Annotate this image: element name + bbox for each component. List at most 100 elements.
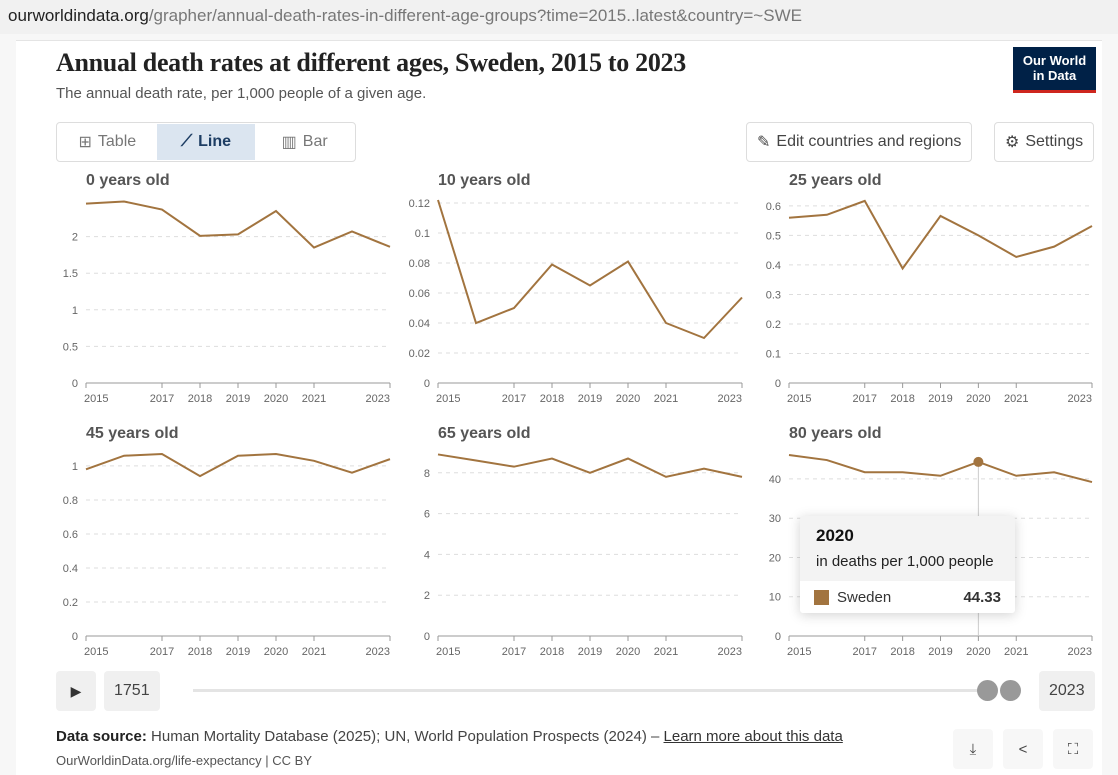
- x-tick-label: 2023: [366, 646, 390, 658]
- x-tick-label: 2018: [188, 393, 212, 405]
- x-tick-label: 2020: [264, 646, 288, 658]
- chart-subtitle: The annual death rate, per 1,000 people …: [56, 85, 427, 102]
- y-tick-label: 1.5: [63, 268, 78, 280]
- pencil-icon: ✎: [757, 134, 771, 151]
- tooltip: 2020 in deaths per 1,000 people Sweden 44…: [800, 516, 1015, 613]
- x-tick-label: 2020: [264, 393, 288, 405]
- x-tick-label: 2015: [787, 646, 811, 658]
- y-tick-label: 2: [424, 590, 430, 602]
- y-tick-label: 0: [424, 631, 430, 643]
- fullscreen-icon: ⛶: [1067, 740, 1079, 758]
- page-title: Annual death rates at different ages, Sw…: [56, 48, 686, 77]
- share-button[interactable]: <: [1003, 729, 1043, 769]
- x-tick-label: 2023: [1068, 646, 1092, 658]
- y-tick-label: 0.06: [409, 288, 430, 300]
- x-tick-label: 2021: [1004, 393, 1028, 405]
- x-tick-label: 2019: [578, 646, 602, 658]
- settings-button[interactable]: ⚙ Settings: [994, 122, 1095, 162]
- data-point: [973, 456, 984, 467]
- x-tick-label: 2019: [928, 646, 952, 658]
- x-tick-label: 2017: [502, 646, 526, 658]
- timeline-end-label[interactable]: 2023: [1039, 671, 1095, 711]
- timeline-start-label[interactable]: 1751: [104, 671, 160, 711]
- y-tick-label: 40: [769, 474, 781, 486]
- legend-swatch: [814, 589, 829, 605]
- x-tick-label: 2020: [616, 646, 640, 658]
- y-tick-label: 0.1: [415, 228, 430, 240]
- x-tick-label: 2015: [84, 393, 108, 405]
- x-tick-label: 2017: [150, 393, 174, 405]
- gear-icon: ⚙: [1005, 134, 1020, 151]
- y-tick-label: 0: [72, 378, 78, 390]
- x-tick-label: 2017: [150, 646, 174, 658]
- x-tick-label: 2017: [853, 393, 877, 405]
- y-tick-label: 0.4: [766, 260, 781, 272]
- x-tick-label: 2021: [654, 646, 678, 658]
- y-tick-label: 0.5: [766, 230, 781, 242]
- y-tick-label: 0.4: [63, 563, 78, 575]
- x-tick-label: 2018: [890, 646, 914, 658]
- timeline-end-handle[interactable]: [1000, 680, 1021, 701]
- y-tick-label: 0: [775, 631, 781, 643]
- tab-line[interactable]: ⟋ Line: [156, 124, 256, 160]
- y-tick-label: 0.1: [766, 348, 781, 360]
- series-line-sweden: [788, 453, 1093, 484]
- y-tick-label: 20: [769, 552, 781, 564]
- x-tick-label: 2015: [436, 393, 460, 405]
- tab-bar[interactable]: ▥ Bar: [281, 133, 328, 151]
- y-tick-label: 0.02: [409, 348, 430, 360]
- series-line-sweden: [85, 453, 391, 478]
- y-tick-label: 0.6: [766, 201, 781, 213]
- x-tick-label: 2021: [1004, 646, 1028, 658]
- download-button[interactable]: ⤓: [953, 729, 993, 769]
- timeline-track[interactable]: [193, 689, 993, 692]
- y-tick-label: 0.12: [409, 198, 430, 210]
- panel-title: 10 years old: [438, 172, 531, 189]
- tab-table[interactable]: ⊞ Table: [78, 133, 137, 151]
- x-tick-label: 2019: [578, 393, 602, 405]
- address-bar[interactable]: ourworldindata.org/grapher/annual-death-…: [0, 0, 1118, 34]
- x-tick-label: 2018: [890, 393, 914, 405]
- y-tick-label: 4: [424, 549, 430, 561]
- x-tick-label: 2021: [302, 393, 326, 405]
- y-tick-label: 2: [72, 232, 78, 244]
- edit-countries-button[interactable]: ✎ Edit countries and regions: [746, 122, 973, 162]
- play-button[interactable]: ▶: [56, 671, 96, 711]
- x-tick-label: 2021: [654, 393, 678, 405]
- x-tick-label: 2021: [302, 646, 326, 658]
- panel-title: 0 years old: [86, 172, 170, 189]
- x-tick-label: 2019: [226, 393, 250, 405]
- panel-title: 65 years old: [438, 425, 531, 442]
- table-icon: ⊞: [78, 134, 92, 151]
- x-tick-label: 2023: [718, 393, 742, 405]
- line-chart-icon: ⟋: [180, 133, 193, 150]
- panel-title: 25 years old: [789, 172, 882, 189]
- y-tick-label: 0: [775, 378, 781, 390]
- x-tick-label: 2020: [966, 646, 990, 658]
- y-tick-label: 10: [769, 592, 781, 604]
- series-line-sweden: [85, 200, 391, 249]
- x-tick-label: 2017: [502, 393, 526, 405]
- share-icon: <: [1018, 740, 1028, 758]
- x-tick-label: 2023: [366, 393, 390, 405]
- x-tick-label: 2023: [1068, 393, 1092, 405]
- y-tick-label: 8: [424, 468, 430, 480]
- x-tick-label: 2015: [787, 393, 811, 405]
- x-tick-label: 2020: [966, 393, 990, 405]
- x-tick-label: 2015: [84, 646, 108, 658]
- y-tick-label: 6: [424, 509, 430, 521]
- bar-chart-icon: ▥: [281, 134, 297, 151]
- y-tick-label: 0.08: [409, 258, 430, 270]
- timeline-start-handle[interactable]: [977, 680, 998, 701]
- owid-logo[interactable]: Our World in Data: [1013, 47, 1096, 93]
- y-tick-label: 1: [72, 305, 78, 317]
- series-line-sweden: [788, 199, 1093, 271]
- fullscreen-button[interactable]: ⛶: [1053, 729, 1093, 769]
- y-tick-label: 0: [424, 378, 430, 390]
- series-line-sweden: [437, 199, 743, 340]
- x-tick-label: 2019: [928, 393, 952, 405]
- x-tick-label: 2020: [616, 393, 640, 405]
- learn-more-link[interactable]: Learn more about this data: [663, 728, 843, 745]
- y-tick-label: 0.8: [63, 495, 78, 507]
